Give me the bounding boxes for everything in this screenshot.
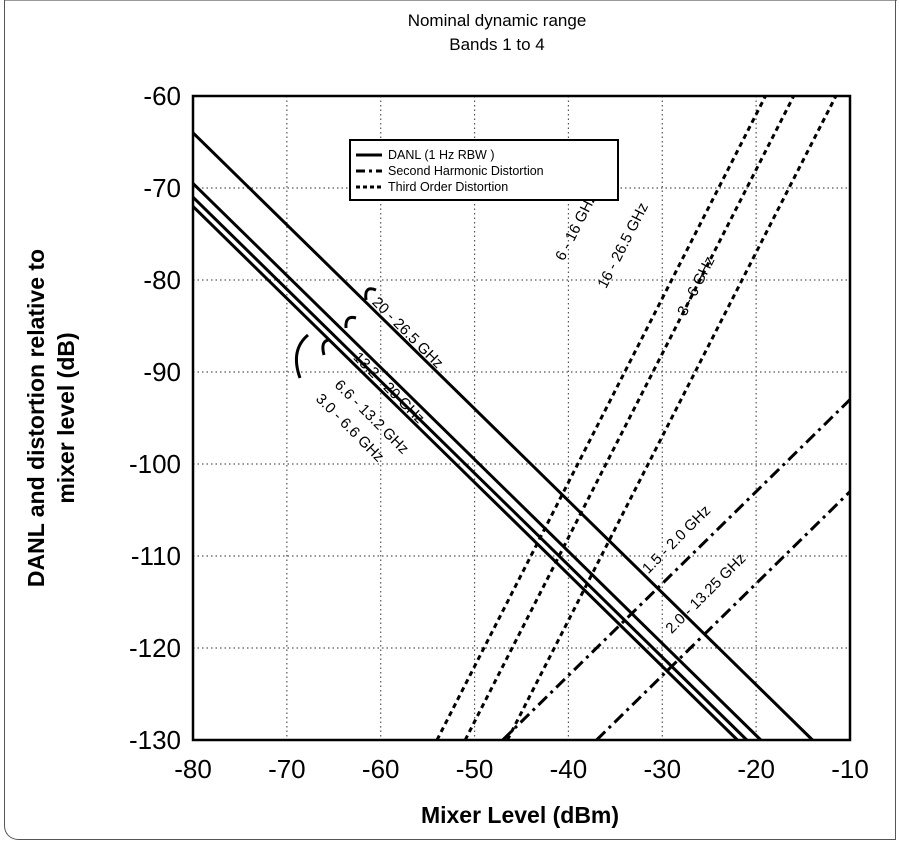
chart-subtitle: Bands 1 to 4: [449, 35, 544, 54]
grid: [193, 96, 850, 740]
bracket-6-6-13-2: [321, 338, 331, 356]
x-tick-label-2: -60: [362, 754, 400, 784]
plot-area-border: [191, 94, 852, 742]
legend-entry-second-harmonic: Second Harmonic Distortion: [388, 164, 544, 178]
frame-top-border: [4, 0, 897, 1]
y-tick-label-7: -130: [129, 725, 181, 755]
x-tick-label-7: -10: [831, 754, 869, 784]
series-label-20-26-5-GHz: 20 - 26.5 GHz: [369, 294, 447, 372]
y-tick-label-0: -60: [143, 81, 181, 111]
legend: DANL (1 Hz RBW ) Second Harmonic Distort…: [349, 139, 619, 201]
series-line-1-5-2-0-GHz: [501, 398, 852, 742]
series-line-13-2-20-GHz: [191, 182, 762, 742]
x-tick-label-1: -70: [268, 754, 306, 784]
series-label-6-16-GHz: 6 - 16 GHz: [552, 191, 600, 263]
series-line-6-16-GHz: [435, 95, 767, 741]
series-line-2-0-13-25-GHz: [595, 490, 852, 742]
y-axis-label: DANL and distortion relative to mixer le…: [23, 249, 79, 587]
y-axis-label-line1: DANL and distortion relative to: [23, 249, 49, 587]
y-axis-label-line2: mixer level (dB): [53, 332, 79, 503]
series-line-20-26-5-GHz: [191, 131, 814, 742]
x-axis-label: Mixer Level (dBm): [421, 802, 619, 828]
series-line-16-26-5-GHz: [463, 95, 796, 741]
series-label-16-26-5-GHz: 16 - 26.5 GHz: [594, 200, 652, 291]
bracket-3-0-6-6: [294, 333, 310, 379]
figure-frame: [4, 0, 896, 840]
x-tick-label-0: -80: [174, 754, 212, 784]
tick-labels: -80 -70 -60 -50 -40 -30 -20 -10 -60 -70 -80 -90 -100…: [129, 81, 869, 784]
chart-title: Nominal dynamic range: [408, 11, 587, 30]
series-line-6-6-13-2-GHz: [191, 196, 748, 742]
bracket-13-2-20: [344, 316, 357, 329]
y-tick-label-1: -70: [143, 173, 181, 203]
x-tick-label-4: -40: [550, 754, 588, 784]
series-line-3-6-GHz: [506, 95, 838, 741]
y-tick-label-4: -100: [129, 449, 181, 479]
y-tick-label-6: -120: [129, 633, 181, 663]
y-tick-label-3: -90: [143, 357, 181, 387]
series-label-1-5-2-0-GHz: 1.5 - 2.0 GHz: [639, 502, 714, 577]
x-tick-label-3: -50: [456, 754, 494, 784]
x-tick-label-5: -30: [643, 754, 681, 784]
series-layer: [191, 95, 852, 742]
legend-entry-danl: DANL (1 Hz RBW ): [388, 148, 495, 162]
label-brackets: [294, 287, 377, 379]
y-tick-label-2: -80: [143, 265, 181, 295]
bracket-20-26-5: [364, 287, 377, 301]
x-tick-label-6: -20: [737, 754, 775, 784]
legend-entry-third-order: Third Order Distortion: [388, 180, 508, 194]
legend-box: [349, 139, 619, 201]
y-tick-label-5: -110: [131, 541, 181, 571]
series-label-2-0-13-25-GHz: 2.0 - 13.25 GHz: [662, 550, 749, 637]
series-line-3-0-6-6-GHz: [191, 205, 739, 742]
